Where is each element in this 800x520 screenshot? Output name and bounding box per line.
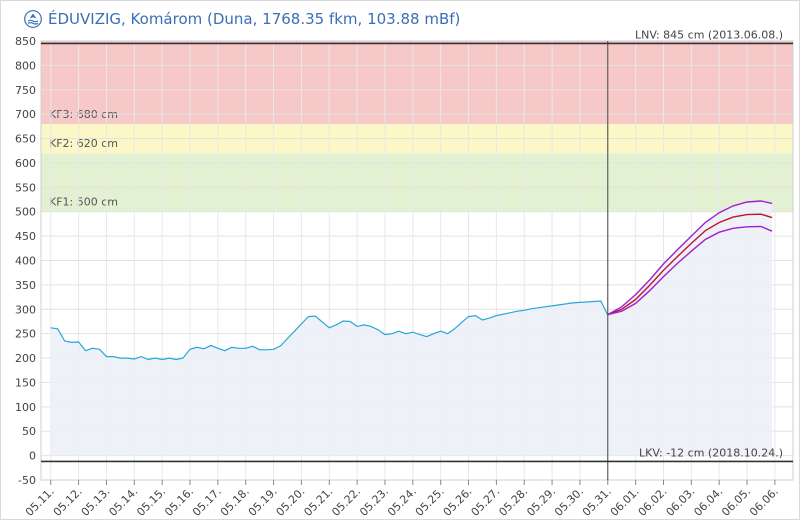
x-tick-label-11: 05.22. <box>329 485 363 519</box>
x-tick-label-5: 05.16. <box>162 485 196 519</box>
x-tick-label-15: 05.26. <box>441 485 475 519</box>
x-tick-label-2: 05.13. <box>79 485 113 519</box>
y-tick-label-11: 500 <box>15 206 36 219</box>
y-tick-label-6: 250 <box>15 328 36 341</box>
x-tick-label-25: 06.05. <box>719 485 753 519</box>
zone-band-2 <box>41 41 793 124</box>
y-tick-label-13: 600 <box>15 157 36 170</box>
x-tick-label-13: 05.24. <box>385 485 419 519</box>
x-tick-label-26: 06.06. <box>747 485 781 519</box>
x-tick-label-12: 05.23. <box>357 485 391 519</box>
zone-band-0 <box>41 153 793 212</box>
x-tick-label-14: 05.25. <box>413 485 447 519</box>
x-tick-label-6: 05.17. <box>190 485 224 519</box>
x-tick-label-23: 06.03. <box>664 485 698 519</box>
x-tick-label-17: 05.28. <box>496 485 530 519</box>
x-tick-label-18: 05.29. <box>524 485 558 519</box>
series <box>50 200 773 361</box>
x-axis: 05.11.05.12.05.13.05.14.05.15.05.16.05.1… <box>23 480 781 519</box>
zone-label-0: KF1: 500 cm <box>49 196 118 209</box>
y-tick-label-9: 400 <box>15 255 36 268</box>
x-tick-label-4: 05.15. <box>134 485 168 519</box>
y-tick-label-2: 50 <box>22 425 36 438</box>
observed-area <box>50 201 773 456</box>
y-tick-label-10: 450 <box>15 230 36 243</box>
y-tick-label-17: 800 <box>15 59 36 72</box>
x-tick-label-24: 06.04. <box>691 485 725 519</box>
reference-lines: LNV: 845 cm (2013.06.08.) LKV: -12 cm (20… <box>41 28 793 480</box>
x-tick-label-9: 05.20. <box>274 485 308 519</box>
x-tick-label-7: 05.18. <box>218 485 252 519</box>
y-tick-label-15: 700 <box>15 108 36 121</box>
eduvizig-logo-icon <box>24 10 42 28</box>
plot-border <box>40 40 794 481</box>
x-tick-label-0: 05.11. <box>23 485 57 519</box>
x-tick-label-20: 05.31. <box>580 485 614 519</box>
y-axis: -50 0 50 100 150 200 250 300 350 400 450 500 550 600 6… <box>15 35 36 487</box>
chart-header: ÉDUVIZIG, Komárom (Duna, 1768.35 fkm, 10… <box>24 8 460 30</box>
y-tick-label-14: 650 <box>15 133 36 146</box>
x-tick-label-16: 05.27. <box>469 485 503 519</box>
x-tick-label-19: 05.30. <box>552 485 586 519</box>
y-tick-label-7: 300 <box>15 303 36 316</box>
y-tick-label-0: -50 <box>18 474 36 487</box>
x-tick-label-21: 06.01. <box>608 485 642 519</box>
reference-label-0: LNV: 845 cm (2013.06.08.) <box>635 28 783 41</box>
y-tick-label-8: 350 <box>15 279 36 292</box>
series-line-observed <box>50 300 609 361</box>
forecast-area-fill <box>607 201 773 456</box>
y-tick-label-5: 200 <box>15 352 36 365</box>
x-tick-label-3: 05.14. <box>106 485 140 519</box>
observed-area-fill <box>50 301 608 456</box>
series-line-forecast-upper <box>607 200 773 316</box>
x-tick-label-10: 05.21. <box>301 485 335 519</box>
y-tick-label-18: 850 <box>15 35 36 48</box>
x-tick-label-1: 05.12. <box>51 485 85 519</box>
x-tick-label-8: 05.19. <box>246 485 280 519</box>
reference-label-1: LKV: -12 cm (2018.10.24.) <box>639 446 783 459</box>
x-tick-label-22: 06.02. <box>636 485 670 519</box>
y-tick-label-16: 750 <box>15 84 36 97</box>
y-tick-label-4: 150 <box>15 376 36 389</box>
y-tick-label-1: 0 <box>29 450 36 463</box>
chart-title: ÉDUVIZIG, Komárom (Duna, 1768.35 fkm, 10… <box>48 10 461 28</box>
zone-label-1: KF2: 620 cm <box>49 137 118 150</box>
series-line-forecast-lower <box>607 225 773 316</box>
y-tick-label-3: 100 <box>15 401 36 414</box>
y-tick-label-12: 550 <box>15 181 36 194</box>
series-line-forecast-main <box>607 213 773 316</box>
